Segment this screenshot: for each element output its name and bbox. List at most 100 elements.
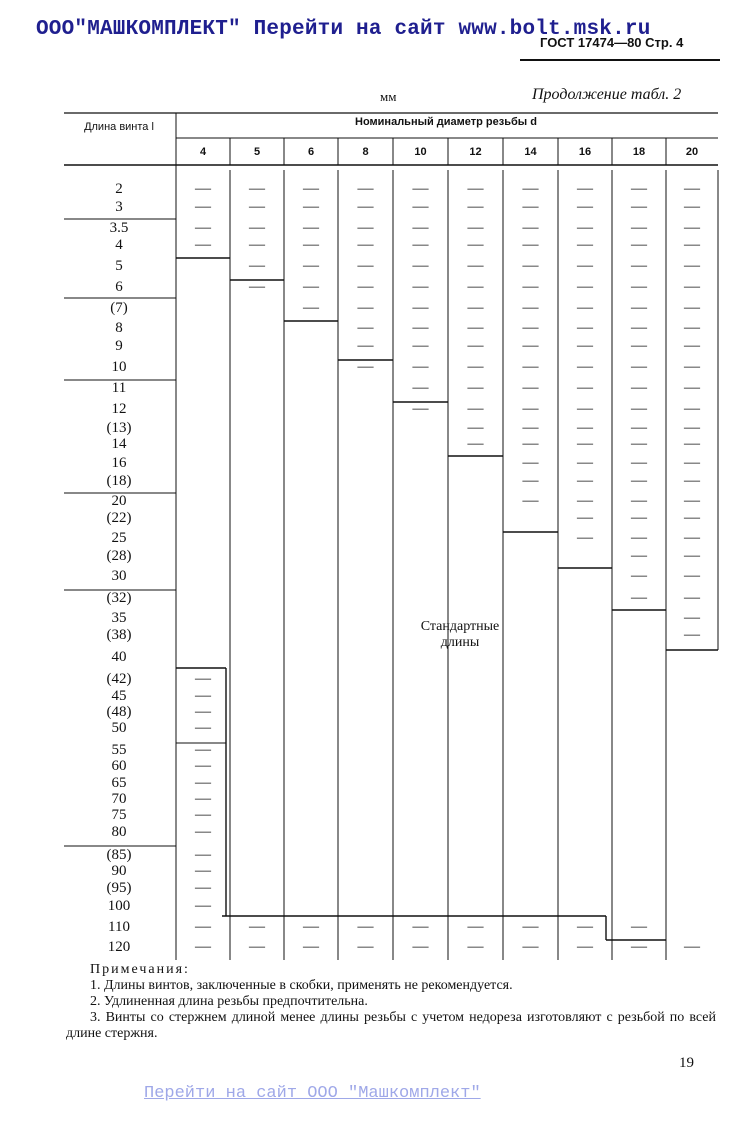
dash-mark: —	[357, 219, 374, 236]
length-label: 10	[111, 359, 127, 375]
dash-mark: —	[631, 319, 647, 336]
dash-mark: —	[577, 358, 593, 375]
dash-mark: —	[522, 435, 539, 452]
footer-site-link[interactable]: Перейти на сайт ООО "Машкомплект"	[144, 1084, 481, 1103]
dash-mark: —	[684, 454, 700, 471]
table-continuation-label: Продолжение табл. 2	[532, 86, 682, 103]
dash-mark: —	[357, 319, 374, 336]
dash-mark: —	[195, 219, 211, 236]
dash-mark: —	[195, 670, 211, 687]
dash-mark: —	[303, 257, 319, 274]
dash-mark: —	[467, 236, 484, 253]
dash-mark: —	[303, 180, 319, 197]
dash-mark: —	[195, 774, 211, 791]
dash-mark: —	[195, 236, 211, 253]
dash-mark: —	[684, 257, 700, 274]
dash-mark: —	[577, 198, 593, 215]
dash-mark: —	[195, 897, 211, 914]
dash-mark: —	[577, 419, 593, 436]
dash-mark: —	[684, 319, 700, 336]
units-label: мм	[380, 89, 397, 104]
dash-mark: —	[684, 509, 700, 526]
dash-mark: —	[412, 918, 429, 935]
dash-mark: —	[577, 400, 593, 417]
dash-mark: —	[357, 198, 374, 215]
dash-mark: —	[303, 219, 319, 236]
dash-mark: —	[577, 529, 593, 546]
length-label: 35	[111, 610, 127, 626]
note-2: 2. Удлиненная длина резьбы предпочтитель…	[90, 994, 368, 1009]
dash-mark: —	[577, 236, 593, 253]
diameter-header: 5	[253, 146, 261, 158]
dash-mark: —	[467, 400, 484, 417]
dash-mark: —	[522, 492, 539, 509]
length-label: (42)	[106, 671, 132, 687]
dash-mark: —	[412, 198, 429, 215]
dash-mark: —	[684, 236, 700, 253]
length-label: 110	[108, 919, 130, 935]
diameter-header: 4	[199, 146, 207, 158]
dash-mark: —	[522, 472, 539, 489]
dash-mark: —	[357, 938, 374, 955]
dash-mark: —	[577, 918, 593, 935]
dash-mark: —	[684, 547, 700, 564]
length-label: (48)	[106, 704, 132, 720]
dash-mark: —	[467, 938, 484, 955]
length-label: (32)	[106, 590, 132, 606]
dash-mark: —	[577, 299, 593, 316]
dash-mark: —	[577, 454, 593, 471]
dash-mark: —	[522, 454, 539, 471]
length-label: 80	[111, 824, 127, 840]
note-3: 3. Винты со стержнем длиной менее длины …	[66, 1010, 716, 1041]
dash-mark: —	[577, 379, 593, 396]
dash-mark: —	[195, 938, 211, 955]
dash-mark: —	[357, 180, 374, 197]
dash-mark: —	[522, 358, 539, 375]
dash-mark: —	[412, 257, 429, 274]
dash-mark: —	[412, 319, 429, 336]
dash-mark: —	[195, 862, 211, 879]
length-label: (18)	[106, 473, 132, 489]
dash-mark: —	[631, 529, 647, 546]
dash-mark: —	[577, 219, 593, 236]
dash-mark: —	[631, 589, 647, 606]
dash-mark: —	[249, 236, 265, 253]
region-label: Стандартные длины	[420, 619, 500, 650]
dash-mark: —	[467, 379, 484, 396]
dash-mark: —	[631, 454, 647, 471]
row-header-text: Длина винта l	[84, 121, 154, 133]
dash-mark: —	[577, 938, 593, 955]
dash-mark: —	[467, 180, 484, 197]
dash-mark: —	[195, 823, 211, 840]
dash-mark: —	[522, 379, 539, 396]
dash-mark: —	[684, 180, 700, 197]
notes-title: Примечания:	[90, 962, 190, 977]
dash-mark: —	[249, 180, 265, 197]
dash-mark: —	[522, 236, 539, 253]
dash-mark: —	[357, 278, 374, 295]
site-link-banner[interactable]: ООО"МАШКОМПЛЕКТ" Перейти на сайт www.bol…	[36, 18, 651, 41]
dash-mark: —	[357, 236, 374, 253]
diameter-header: 10	[414, 146, 427, 158]
diameter-header: 6	[307, 146, 315, 158]
dash-mark: —	[684, 278, 700, 295]
length-label: 11	[111, 380, 127, 396]
dash-mark: —	[195, 790, 211, 807]
dash-mark: —	[684, 529, 700, 546]
dash-mark: —	[195, 757, 211, 774]
dash-mark: —	[631, 219, 647, 236]
dash-mark: —	[412, 400, 429, 417]
header-rule	[520, 59, 720, 61]
length-label: 14	[111, 436, 127, 452]
dash-mark: —	[631, 278, 647, 295]
dash-mark: —	[303, 236, 319, 253]
dash-mark: —	[631, 567, 647, 584]
dash-mark: —	[631, 547, 647, 564]
dash-mark: —	[631, 435, 647, 452]
dash-mark: —	[631, 918, 647, 935]
length-label: 65	[111, 775, 127, 791]
dash-mark: —	[467, 299, 484, 316]
dash-mark: —	[684, 938, 700, 955]
diameter-header: 16	[578, 146, 592, 158]
